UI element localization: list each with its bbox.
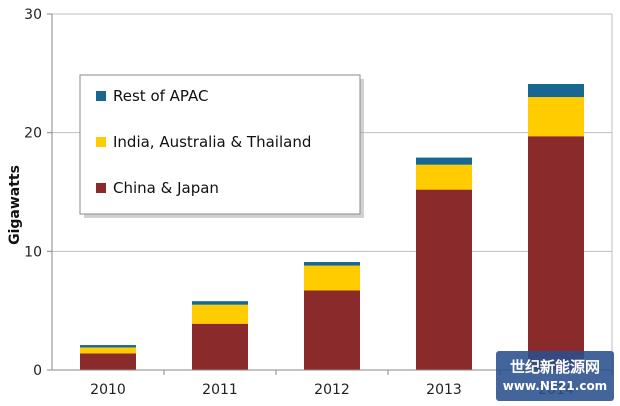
legend-label-1: India, Australia & Thailand bbox=[113, 133, 311, 151]
legend-swatch-2 bbox=[96, 183, 106, 193]
bar-2014-series-2 bbox=[528, 84, 584, 98]
bar-2010-series-0 bbox=[80, 353, 136, 370]
legend-swatch-1 bbox=[96, 137, 106, 147]
bar-2011-series-0 bbox=[192, 323, 248, 370]
bar-2011-series-1 bbox=[192, 304, 248, 324]
legend-label-0: Rest of APAC bbox=[113, 87, 209, 105]
x-tick-label-2013: 2013 bbox=[426, 382, 462, 398]
bar-2012-series-2 bbox=[304, 262, 360, 266]
bar-2010-series-1 bbox=[80, 347, 136, 354]
legend-box bbox=[79, 74, 361, 215]
y-tick-labels: 0 10 20 30 bbox=[24, 7, 42, 379]
x-tick-label-2010: 2010 bbox=[90, 382, 126, 398]
y-tick-label-30: 30 bbox=[24, 7, 42, 23]
bar-2013-series-2 bbox=[416, 157, 472, 165]
legend-swatch-0 bbox=[96, 91, 106, 101]
x-tick-label-2011: 2011 bbox=[202, 382, 238, 398]
bars bbox=[80, 84, 584, 370]
watermark-title: 世纪新能源网 bbox=[510, 358, 600, 376]
legend-label-2: China & Japan bbox=[113, 179, 219, 197]
y-tick-label-10: 10 bbox=[24, 244, 42, 260]
bar-2014-series-0 bbox=[528, 136, 584, 370]
bar-2011-series-2 bbox=[192, 301, 248, 305]
bar-2012-series-1 bbox=[304, 265, 360, 291]
bar-2012-series-0 bbox=[304, 290, 360, 370]
y-axis-label: Gigawatts bbox=[7, 165, 23, 245]
watermark-logo bbox=[496, 351, 614, 401]
watermark: 世纪新能源网 www.NE21.com bbox=[496, 351, 614, 401]
bar-2013-series-0 bbox=[416, 189, 472, 370]
watermark-url: www.NE21.com bbox=[503, 379, 607, 393]
bar-2014-series-1 bbox=[528, 97, 584, 137]
y-tick-label-20: 20 bbox=[24, 126, 42, 142]
y-tick-label-0: 0 bbox=[33, 363, 42, 379]
bar-2010-series-2 bbox=[80, 345, 136, 348]
x-tick-label-2012: 2012 bbox=[314, 382, 350, 398]
bar-2013-series-1 bbox=[416, 164, 472, 190]
legend: Rest of APAC India, Australia & Thailand C… bbox=[79, 74, 364, 218]
